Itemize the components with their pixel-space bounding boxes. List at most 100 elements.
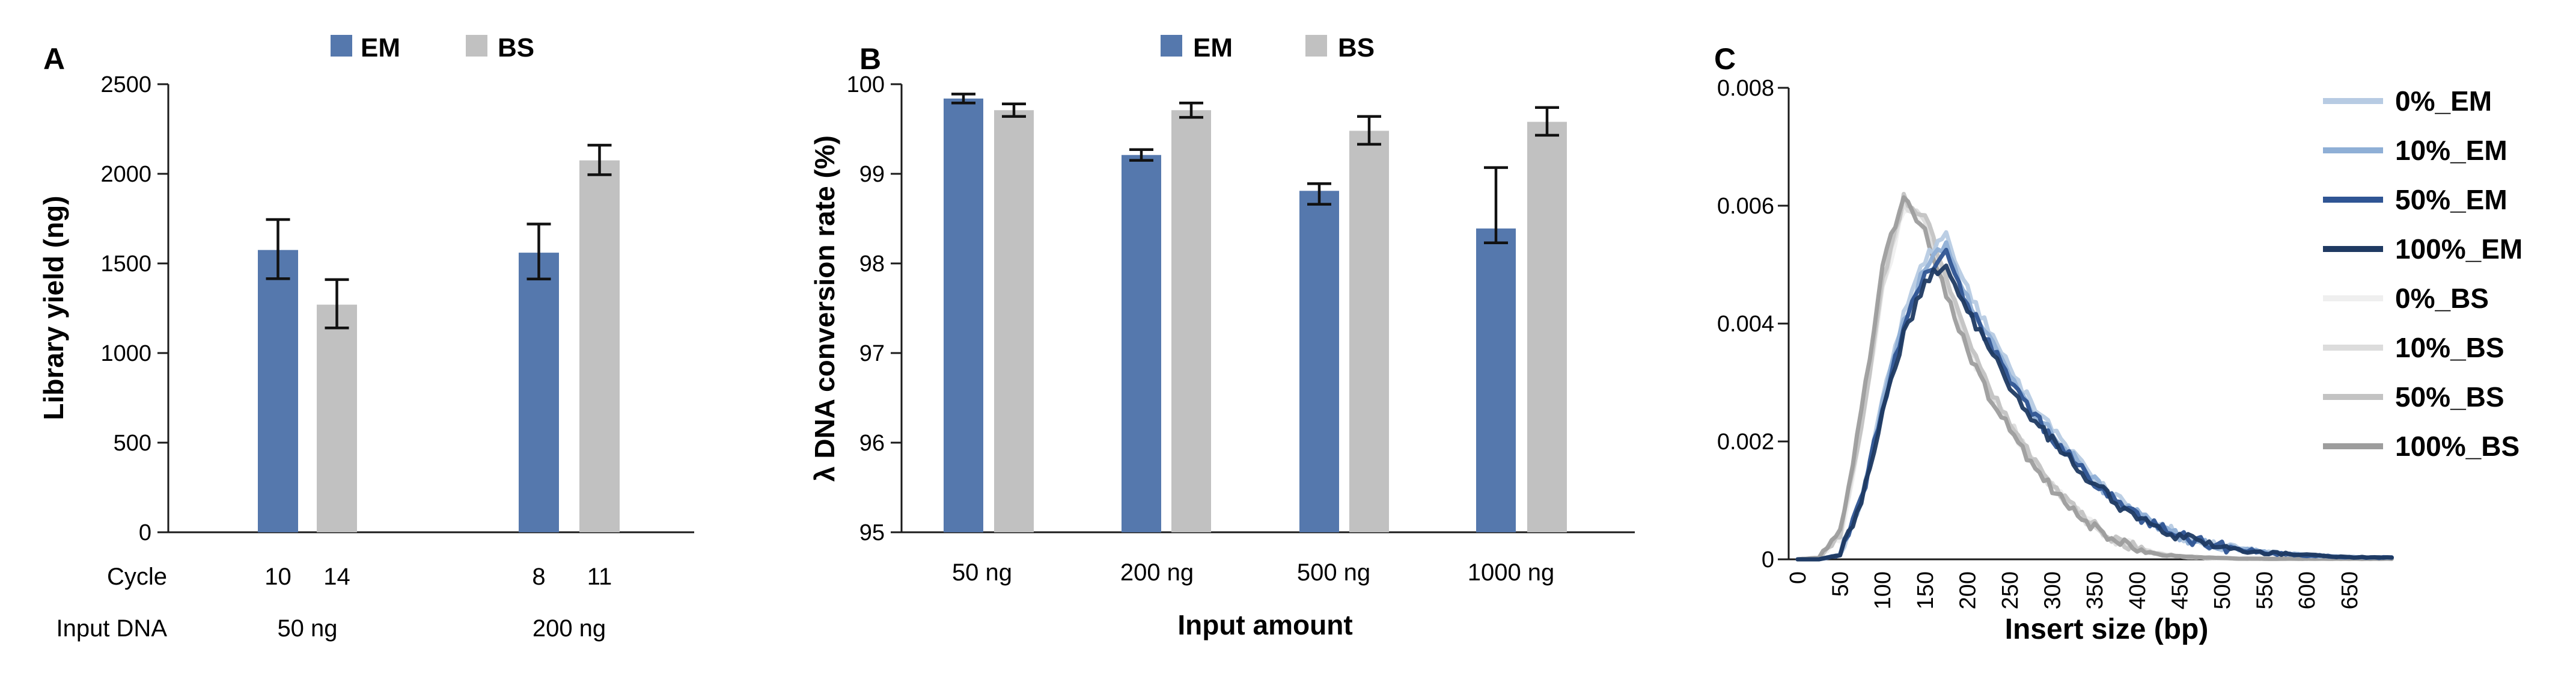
x-tick-label: 300 [2040, 571, 2066, 609]
panel-letter-b: B [859, 42, 881, 76]
error-bar [266, 218, 290, 280]
y-tick-label: 0.004 [1717, 312, 1774, 337]
input-dna-row-label: Input DNA [56, 615, 167, 642]
y-tick-label: 1000 [100, 341, 151, 366]
legend-bs-swatch [1305, 35, 1327, 57]
x-tick-label: 100 [1870, 571, 1896, 609]
insert-size-distribution-line-chart: C 0 0.002 0.004 0.006 0.008 0 50 100 150 200 250 300… [1714, 42, 2523, 645]
cycle-row-label: Cycle [107, 564, 167, 590]
legend-label-0%_bs: 0%_BS [2395, 283, 2489, 314]
lambda-dna-conversion-bar-chart: B EM BS 95 96 97 98 99 100 λ DNA conversion rate … [809, 33, 1635, 641]
legend-label-50%_bs: 50%_BS [2395, 381, 2504, 413]
legend-label-10%_bs: 10%_BS [2395, 332, 2504, 363]
error-bar [1129, 148, 1153, 162]
legend-label-100%_bs: 100%_BS [2395, 431, 2520, 462]
y-tick-label: 500 [114, 431, 151, 456]
error-bar [1484, 166, 1508, 244]
bar-bs-50ng [994, 110, 1034, 532]
x-tick-label: 450 [2167, 571, 2193, 609]
x-category-label: 1000 ng [1468, 559, 1555, 586]
y-tick-label: 0.008 [1717, 76, 1774, 101]
panel-letter-a: A [43, 42, 65, 76]
legend-bs-label: BS [498, 33, 534, 63]
panel-a-library-yield: A EM BS 0 500 1000 1500 2000 2500 Library yield (… [0, 0, 799, 673]
legend-em-swatch [331, 35, 352, 57]
error-bar [587, 144, 612, 176]
x-tick-label: 250 [1998, 571, 2023, 609]
legend: 0%_EM 10%_EM 50%_EM 100%_EM 0%_BS 10%_BS 50%_B… [2323, 85, 2523, 462]
bar-em-500ng [1299, 191, 1339, 532]
bar-bs-500ng [1349, 131, 1389, 533]
y-tick-label: 99 [859, 162, 885, 187]
cycle-value: 10 [264, 564, 291, 590]
y-tick-label: 98 [859, 251, 885, 277]
legend-em-label: EM [1193, 33, 1233, 63]
input-dna-group-label: 50 ng [277, 615, 337, 642]
x-tick-label: 550 [2253, 571, 2278, 609]
x-tick-label: 650 [2337, 571, 2363, 609]
legend-em-swatch [1161, 35, 1182, 57]
x-tick-label: 200 [1955, 571, 1980, 609]
x-tick-label: 50 [1828, 571, 1854, 597]
y-axis-title: λ DNA conversion rate (%) [809, 135, 840, 482]
y-tick-label: 97 [859, 341, 885, 366]
curve-50%_em [1795, 248, 2394, 562]
bar-bs-200ng [579, 160, 620, 532]
panel-b-conversion-rate: B EM BS 95 96 97 98 99 100 λ DNA conversion rate … [799, 0, 1677, 673]
bar-em-200ng [1122, 155, 1161, 533]
y-tick-label: 0.002 [1717, 429, 1774, 455]
x-tick-label: 150 [1913, 571, 1938, 609]
y-tick-label: 2500 [100, 72, 151, 97]
x-tick-label: 400 [2125, 571, 2150, 609]
y-tick-label: 2000 [100, 162, 151, 187]
cycle-value: 8 [532, 564, 545, 590]
x-category-label: 500 ng [1297, 559, 1370, 586]
input-dna-group-label: 200 ng [533, 615, 606, 642]
y-tick-label: 0.006 [1717, 194, 1774, 219]
legend: EM BS [1161, 33, 1375, 63]
bar-bs-50ng [317, 304, 357, 532]
y-axis-title: Library yield (ng) [38, 195, 69, 420]
y-tick-label: 100 [847, 72, 885, 97]
cycle-value: 11 [587, 564, 612, 590]
bar-bs-200ng [1171, 110, 1211, 532]
x-tick-label: 600 [2295, 571, 2320, 609]
y-tick-label: 0 [1762, 547, 1774, 573]
x-tick-label: 0 [1786, 571, 1811, 584]
legend-label-50%_em: 50%_EM [2395, 184, 2507, 215]
y-tick-label: 1500 [100, 251, 151, 277]
error-bar [325, 278, 349, 330]
bar-em-200ng [519, 253, 559, 532]
error-bar [526, 223, 551, 281]
legend: EM BS [331, 33, 534, 63]
x-axis-title: Insert size (bp) [2005, 613, 2209, 645]
legend-em-label: EM [361, 33, 400, 63]
error-bar [1307, 182, 1331, 206]
bar-bs-1000ng [1527, 121, 1567, 532]
error-bar [951, 93, 975, 105]
legend-bs-label: BS [1338, 33, 1375, 63]
error-bar [1002, 102, 1026, 118]
legend-label-100%_em: 100%_EM [2395, 233, 2523, 265]
x-axis-title: Input amount [1177, 609, 1352, 641]
curve-100%_bs [1795, 195, 2394, 562]
bar-em-50ng [258, 250, 298, 532]
legend-label-0%_em: 0%_EM [2395, 85, 2492, 117]
x-category-label: 200 ng [1120, 559, 1194, 586]
curve-100%_em [1795, 263, 2394, 562]
bar-em-50ng [944, 98, 983, 533]
x-tick-label: 500 [2210, 571, 2235, 609]
legend-bs-swatch [466, 35, 487, 57]
cycle-value: 14 [323, 564, 350, 590]
x-category-label: 50 ng [952, 559, 1012, 586]
x-tick-label: 350 [2083, 571, 2108, 609]
error-bar [1179, 102, 1203, 119]
y-tick-label: 96 [859, 431, 885, 456]
y-tick-label: 95 [859, 520, 885, 545]
panel-c-insert-size: C 0 0.002 0.004 0.006 0.008 0 50 100 150 200 250 300… [1677, 0, 2576, 673]
y-tick-label: 0 [139, 520, 151, 545]
bar-em-1000ng [1476, 228, 1516, 532]
library-yield-bar-chart: A EM BS 0 500 1000 1500 2000 2500 Library yield (… [38, 33, 694, 642]
error-bar [1357, 115, 1381, 146]
error-bar [1535, 106, 1559, 137]
